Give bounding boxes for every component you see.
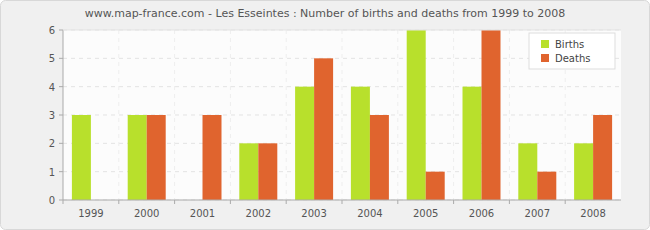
x-tick-label: 2002 <box>246 208 271 219</box>
y-axis <box>63 30 64 200</box>
grid-line-vertical <box>174 30 175 200</box>
y-tick <box>59 143 63 144</box>
grid-line-vertical <box>286 30 287 200</box>
x-tick-label: 2007 <box>525 208 550 219</box>
y-tick-label: 6 <box>49 25 55 36</box>
x-tick <box>509 200 510 204</box>
grid-line-vertical <box>509 30 510 200</box>
bar <box>128 115 147 200</box>
y-tick <box>59 30 63 31</box>
x-tick <box>118 200 119 204</box>
x-tick <box>286 200 287 204</box>
bar <box>203 115 222 200</box>
legend-label: Deaths <box>555 53 590 64</box>
legend-box <box>529 33 615 69</box>
x-tick-label: 2004 <box>357 208 382 219</box>
bar <box>72 115 91 200</box>
y-tick <box>59 200 63 201</box>
bar <box>314 58 333 200</box>
x-tick-label: 2000 <box>134 208 159 219</box>
bar <box>518 143 537 200</box>
plot-area <box>63 30 621 200</box>
y-tick <box>59 171 63 172</box>
x-tick <box>230 200 231 204</box>
x-tick <box>174 200 175 204</box>
bar <box>147 115 166 200</box>
grid-line-vertical <box>397 30 398 200</box>
bar <box>407 30 426 200</box>
bar <box>258 143 277 200</box>
bar <box>370 115 389 200</box>
bar <box>426 172 445 200</box>
y-tick <box>59 115 63 116</box>
grid-line-vertical <box>118 30 119 200</box>
bar <box>574 143 593 200</box>
y-tick <box>59 86 63 87</box>
x-tick <box>63 200 64 204</box>
bar <box>482 30 501 200</box>
x-tick <box>397 200 398 204</box>
bar <box>351 87 370 200</box>
bar <box>239 143 258 200</box>
legend: Births Deaths <box>529 33 615 69</box>
top-frame <box>63 30 621 31</box>
y-tick-label: 2 <box>49 138 55 149</box>
x-tick-label: 2001 <box>190 208 215 219</box>
x-tick <box>565 200 566 204</box>
legend-label: Births <box>555 39 584 50</box>
grid-line-vertical <box>342 30 343 200</box>
x-tick <box>453 200 454 204</box>
grid-line-vertical <box>453 30 454 200</box>
bar <box>295 87 314 200</box>
y-tick-label: 0 <box>49 195 55 206</box>
grid-line-vertical <box>230 30 231 200</box>
x-tick-label: 1999 <box>78 208 103 219</box>
y-tick <box>59 58 63 59</box>
bar <box>593 115 612 200</box>
background <box>1 1 650 230</box>
y-tick-label: 4 <box>49 82 55 93</box>
y-tick-label: 1 <box>49 167 55 178</box>
bar <box>463 87 482 200</box>
x-tick-label: 2005 <box>413 208 438 219</box>
bar <box>537 172 556 200</box>
legend-swatch <box>541 40 549 48</box>
y-tick-label: 3 <box>49 110 55 121</box>
x-tick <box>342 200 343 204</box>
x-tick-label: 2008 <box>580 208 605 219</box>
x-tick-label: 2003 <box>301 208 326 219</box>
y-tick-label: 5 <box>49 53 55 64</box>
grid-line <box>63 30 621 31</box>
x-tick-label: 2006 <box>469 208 494 219</box>
title: www.map-france.com - Les Esseintes : Num… <box>85 7 566 20</box>
chart: www.map-france.com - Les Esseintes : Num… <box>0 0 650 230</box>
legend-swatch <box>541 54 549 62</box>
